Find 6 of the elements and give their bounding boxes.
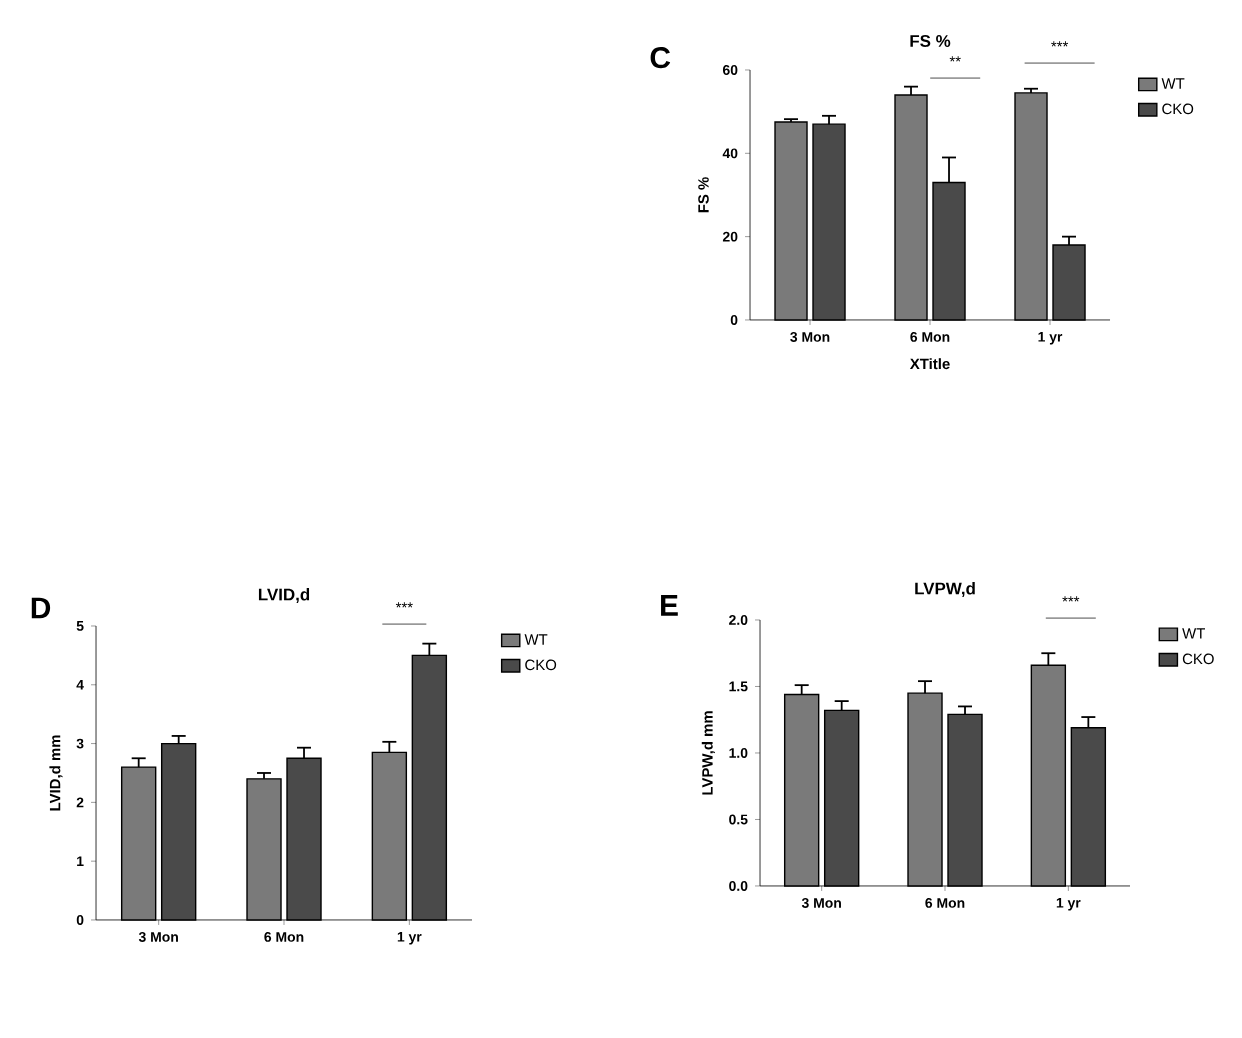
text: D (31, 597, 51, 619)
chart-title: LVPW,d (915, 582, 975, 597)
text: E (661, 595, 678, 616)
chart-title: FS % (910, 35, 951, 47)
text: C (650, 47, 671, 69)
chart-title: LVID,d (258, 588, 310, 603)
